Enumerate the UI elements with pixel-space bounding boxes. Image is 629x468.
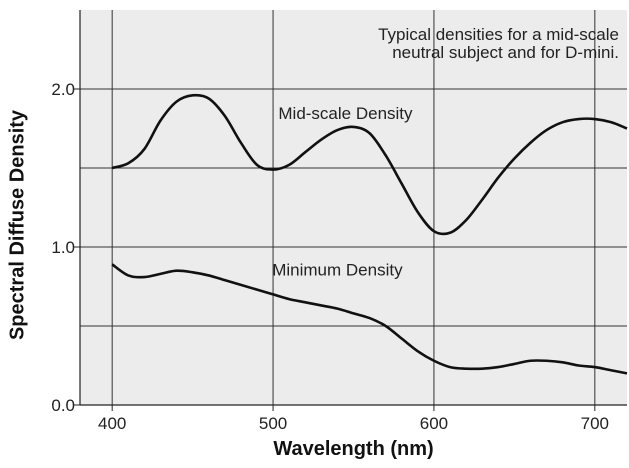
- chart-annotation: Typical densities for a mid-scale neutra…: [299, 26, 619, 62]
- series-label: Mid-scale Density: [278, 104, 413, 123]
- series-label: Minimum Density: [272, 260, 403, 279]
- gridlines: [79, 10, 627, 406]
- series-labels: Mid-scale Density Minimum Density: [272, 104, 413, 279]
- series-lines: [111, 93, 628, 375]
- y-axis-label-text: Spectral Diffuse Density: [6, 109, 29, 341]
- x-tick-label: 400: [98, 414, 126, 433]
- series-line-mid-scale-density: [111, 93, 628, 236]
- y-tick-label: 1.0: [51, 238, 75, 257]
- axis-ticks: 400 500 600 700 0.0 1.0 2.0: [51, 80, 609, 433]
- x-tick-label: 500: [259, 414, 287, 433]
- plot-area: [80, 10, 627, 405]
- x-axis-label: Wavelength (nm): [273, 438, 434, 460]
- y-tick-label: 0.0: [51, 396, 75, 415]
- x-tick-label: 700: [581, 414, 609, 433]
- series-line-minimum-density: [111, 263, 628, 375]
- x-tick-label: 600: [420, 414, 448, 433]
- y-axis-label: Spectral Diffuse Density: [3, 45, 33, 405]
- annotation-line-1: Typical densities for a mid-scale: [378, 25, 619, 44]
- y-tick-label: 2.0: [51, 80, 75, 99]
- annotation-line-2: neutral subject and for D-mini.: [392, 43, 619, 62]
